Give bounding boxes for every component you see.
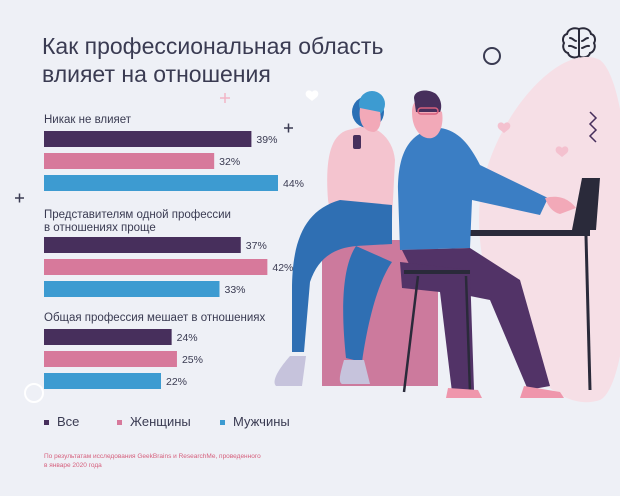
bar-2-1 [44, 351, 177, 367]
bar-1-0 [44, 237, 241, 253]
legend-label-men: Мужчины [233, 414, 290, 429]
data-label-2-1: 25% [182, 354, 203, 366]
bar-2-0 [44, 329, 172, 345]
data-label-1-1: 42% [272, 262, 293, 274]
data-label-0-0: 39% [256, 134, 277, 146]
group-label-1-line-0: Представителям одной профессии [44, 209, 231, 221]
legend-label-all: Все [57, 414, 80, 429]
legend-swatch-women [117, 420, 122, 425]
data-label-0-2: 44% [283, 178, 304, 190]
data-label-2-2: 22% [166, 376, 187, 388]
bar-2-2 [44, 373, 161, 389]
data-label-2-0: 24% [177, 332, 198, 344]
data-label-1-2: 33% [225, 284, 246, 296]
source-note: По результатам исследования GeekBrains и… [44, 453, 261, 469]
brain-icon [562, 27, 596, 59]
data-label-1-0: 37% [246, 240, 267, 252]
bar-0-1 [44, 153, 215, 169]
bar-1-2 [44, 281, 220, 297]
group-label-1-line-1: в отношениях проще [44, 222, 156, 234]
legend-swatch-all [44, 420, 49, 425]
legend-label-women: Женщины [130, 414, 191, 429]
group-label-0: Никак не влияет [44, 114, 132, 126]
data-label-0-1: 32% [219, 156, 240, 168]
bar-1-1 [44, 259, 268, 275]
chart-title: Как профессиональная область влияет на о… [42, 33, 384, 87]
bar-chart: Никак не влияет 39% 32% 44% Представителям о… [44, 114, 304, 389]
bar-0-2 [44, 175, 278, 191]
bar-0-0 [44, 131, 252, 147]
group-label-2: Общая профессия мешает в отношениях [44, 312, 266, 324]
legend-swatch-men [220, 420, 225, 425]
